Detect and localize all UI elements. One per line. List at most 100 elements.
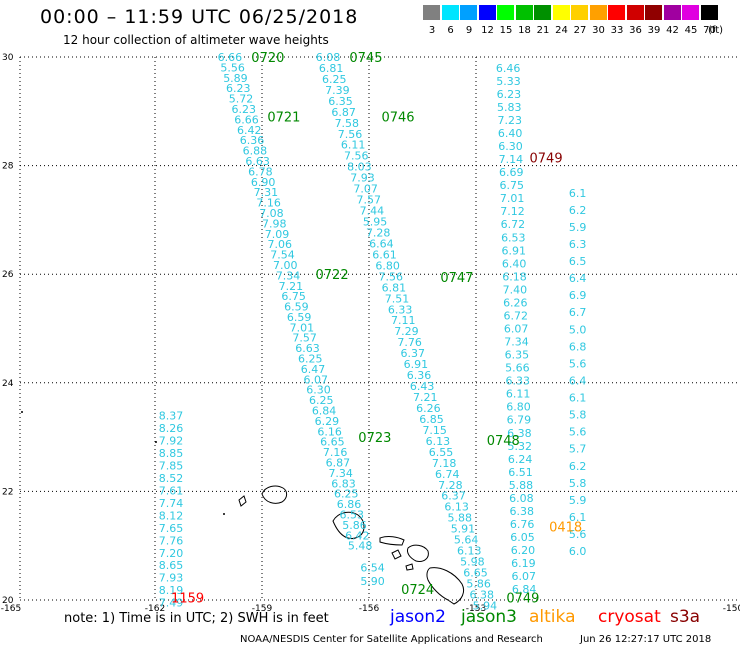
swh-value: 7.57 — [357, 194, 382, 207]
swh-value: 6.38 — [509, 505, 534, 518]
swh-value: 6.55 — [429, 446, 454, 459]
scale-label: 3 — [428, 25, 436, 36]
swh-value: 6.63 — [245, 155, 270, 168]
scale-swatch — [700, 5, 718, 20]
scale-label: 18 — [518, 25, 531, 36]
swh-value: 7.07 — [353, 183, 378, 196]
island-kauai — [261, 485, 288, 504]
pass-time-label: 0746 — [381, 111, 414, 126]
swh-value: 7.14 — [499, 153, 524, 166]
swh-value: 7.21 — [279, 280, 304, 293]
swh-value: 6.13 — [444, 501, 469, 514]
swh-value: 6.59 — [287, 311, 312, 324]
legend-cryosat: cryosat — [598, 607, 661, 627]
swh-value: 6.38 — [470, 588, 495, 601]
swh-value: 6.35 — [328, 95, 353, 108]
swh-value: 5.8 — [569, 477, 587, 490]
pass-time-label: 0745 — [349, 51, 382, 66]
lon-label: -153 — [466, 604, 486, 614]
lat-label: 26 — [2, 270, 14, 280]
swh-value: 6.75 — [281, 290, 306, 303]
scale-label: 6 — [447, 25, 454, 36]
swh-value: 6.78 — [248, 165, 273, 178]
page-title: 00:00 – 11:59 UTC 06/25/2018 — [40, 6, 359, 28]
swh-value: 7.08 — [259, 207, 284, 220]
swh-value: 6.59 — [284, 301, 309, 314]
swh-value: 6.46 — [496, 62, 521, 75]
swh-value: 6.54 — [360, 561, 385, 574]
swh-value: 6.9 — [569, 289, 587, 302]
pass-time-label: 0722 — [316, 268, 349, 283]
swh-value: 5.32 — [507, 440, 532, 453]
scale-swatch — [589, 5, 607, 20]
swh-value: 6.91 — [501, 244, 526, 257]
swh-value: 6.07 — [304, 373, 329, 386]
swh-value: 5.86 — [342, 519, 367, 532]
swh-value: 6.30 — [306, 384, 331, 397]
swh-value: 6.85 — [419, 413, 444, 426]
swh-value: 6.53 — [501, 231, 526, 244]
pass-time-labels: 0720 0721 0722 0723 0724 0745 0746 0747 0748 0749… — [171, 51, 582, 606]
scale-swatch — [626, 5, 644, 20]
lon-label: -159 — [252, 604, 273, 614]
swh-value: 6.26 — [416, 402, 441, 415]
scale-swatch — [608, 5, 625, 20]
swh-value: 6.7 — [569, 306, 587, 319]
pass-time-label: 0721 — [267, 111, 300, 126]
swh-value: 6.16 — [317, 425, 342, 438]
swh-value: 7.57 — [292, 332, 317, 345]
page-subtitle: 12 hour collection of altimeter wave hei… — [63, 33, 329, 47]
swh-value: 6.23 — [226, 82, 251, 95]
swh-value: 6.8 — [569, 340, 587, 353]
swh-value: 6.37 — [400, 347, 425, 360]
pass-time-label: 1159 — [171, 591, 204, 606]
swh-value: 6.1 — [569, 511, 587, 524]
swh-value: 7.31 — [254, 186, 279, 199]
swh-value: 7.16 — [323, 446, 348, 459]
scale-swatch — [571, 5, 588, 20]
swh-value: 7.74 — [159, 497, 184, 510]
swh-value: 5.6 — [569, 528, 587, 541]
swh-value: 6.35 — [505, 349, 530, 362]
lon-label: -150 — [723, 604, 740, 614]
island-niihau — [238, 495, 247, 507]
scale-label: 12 — [481, 25, 494, 36]
pass-time-label: 0748 — [487, 434, 520, 449]
swh-value: 7.06 — [268, 238, 293, 251]
swh-value: 6.43 — [410, 380, 435, 393]
swh-value: 5.86 — [466, 577, 491, 590]
swh-value: 7.61 — [159, 484, 184, 497]
swh-value: 6.81 — [382, 281, 407, 294]
swh-value: 6.65 — [320, 436, 345, 449]
swh-value: 6.81 — [319, 62, 344, 75]
island-dot — [223, 513, 225, 515]
swh-value: 7.65 — [159, 522, 184, 535]
swh-value: 6.23 — [497, 88, 522, 101]
scale-label: 39 — [647, 25, 661, 36]
swh-value: 7.56 — [338, 128, 363, 141]
swh-value: 7.01 — [500, 192, 525, 205]
pass-time-label: 0724 — [401, 583, 434, 598]
swh-value: 6.3 — [569, 238, 587, 251]
swh-value: 6.24 — [508, 453, 533, 466]
swh-value: 8.37 — [159, 409, 184, 422]
swh-value: 6.1 — [569, 392, 587, 405]
swh-value: 6.84 — [512, 583, 537, 596]
swh-value: 6.51 — [508, 466, 533, 479]
axis-labels: -165 -162 -159 -156 -153 -150 30 28 26 24 22 20 — [1, 53, 740, 614]
swh-value: 8.85 — [159, 447, 184, 460]
swh-value: 7.16 — [256, 197, 281, 210]
swh-value: 6.90 — [251, 176, 276, 189]
note-text: note: 1) Time is in UTC; 2) SWH is in fe… — [64, 611, 329, 626]
swh-value: 6.74 — [435, 468, 460, 481]
swh-value: 7.15 — [422, 424, 447, 437]
scale-swatch — [552, 5, 570, 20]
scale-label: 27 — [573, 25, 587, 36]
swh-value: 7.09 — [265, 228, 290, 241]
pass-time-label: 0723 — [358, 431, 391, 446]
swh-value: 6.1 — [569, 187, 587, 200]
swh-value: 5.9 — [569, 221, 587, 234]
scale-label: 30 — [592, 25, 605, 36]
swh-value: 7.28 — [438, 479, 463, 492]
